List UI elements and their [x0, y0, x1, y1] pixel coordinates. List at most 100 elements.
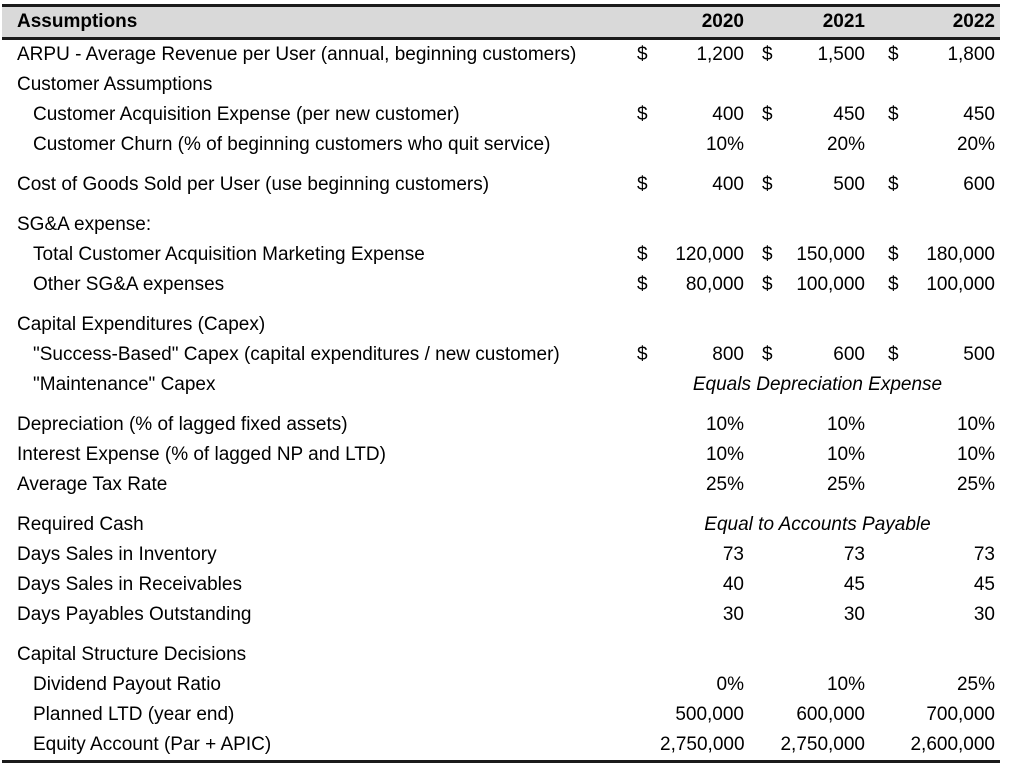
cell-value: 500	[963, 344, 995, 365]
currency-symbol	[635, 730, 660, 760]
row-label: "Success-Based" Capex (capital expenditu…	[33, 344, 560, 365]
row-label: Days Sales in Receivables	[17, 574, 242, 595]
table-row: Total Customer Acquisition Marketing Exp…	[2, 240, 1000, 270]
cell-value: 73	[973, 544, 995, 565]
currency-symbol	[635, 410, 660, 440]
cell-value: 100,000	[796, 274, 865, 295]
header-assumptions-label: Assumptions	[17, 11, 138, 32]
cell-value: 73	[843, 544, 865, 565]
currency-symbol: $	[762, 104, 773, 125]
row-label: Cost of Goods Sold per User (use beginni…	[17, 174, 490, 195]
cell-value: 500	[833, 174, 865, 195]
table-body: ARPU - Average Revenue per User (annual,…	[2, 40, 1000, 760]
row-label: Average Tax Rate	[17, 474, 168, 495]
cell-value: 2,750,000	[780, 734, 865, 755]
cell-value: 700,000	[926, 704, 995, 725]
currency-symbol	[635, 700, 660, 730]
currency-symbol: $	[637, 344, 648, 365]
cell-value: 20%	[956, 134, 995, 155]
currency-symbol	[870, 540, 902, 570]
row-note: Equal to Accounts Payable	[704, 514, 931, 535]
row-label: Equity Account (Par + APIC)	[33, 734, 272, 755]
table-row: Customer Assumptions	[2, 70, 1000, 100]
cell-value: 2,750,000	[660, 734, 745, 755]
row-label: Interest Expense (% of lagged NP and LTD…	[17, 444, 386, 465]
cell-value: 25%	[705, 474, 744, 495]
currency-symbol	[749, 470, 780, 500]
table-row: Capital Structure Decisions	[2, 640, 1000, 670]
currency-symbol: $	[637, 174, 648, 195]
cell-value: 10%	[705, 414, 744, 435]
row-label: Customer Acquisition Expense (per new cu…	[33, 104, 460, 125]
row-spacer	[2, 400, 1000, 410]
cell-value: 0%	[716, 674, 744, 695]
table-row: "Success-Based" Capex (capital expenditu…	[2, 340, 1000, 370]
cell-value: 1,800	[947, 44, 995, 65]
table-row: Other SG&A expenses $80,000 $100,000 $100,0…	[2, 270, 1000, 300]
currency-symbol: $	[762, 274, 773, 295]
table-row: Days Sales in Inventory 73 73 73	[2, 540, 1000, 570]
currency-symbol	[749, 600, 780, 630]
table-row: SG&A expense:	[2, 210, 1000, 240]
currency-symbol	[635, 130, 660, 160]
row-label: Customer Churn (% of beginning customers…	[33, 134, 551, 155]
cell-value: 10%	[826, 674, 865, 695]
row-label: Days Sales in Inventory	[17, 544, 217, 565]
row-note: Equals Depreciation Expense	[692, 374, 943, 395]
currency-symbol	[635, 570, 660, 600]
assumptions-table: Assumptions 2020 2021 2022 ARPU - Averag…	[2, 4, 1000, 763]
row-label: "Maintenance" Capex	[33, 374, 216, 395]
currency-symbol: $	[762, 44, 773, 65]
currency-symbol: $	[888, 344, 899, 365]
currency-symbol: $	[762, 244, 773, 265]
row-label: Dividend Payout Ratio	[33, 674, 221, 695]
table-row: Planned LTD (year end) 500,000 600,000 700,…	[2, 700, 1000, 730]
cell-value: 1,500	[817, 44, 865, 65]
currency-symbol: $	[762, 174, 773, 195]
currency-symbol: $	[637, 244, 648, 265]
cell-value: 1,200	[696, 44, 744, 65]
row-label: Planned LTD (year end)	[33, 704, 235, 725]
row-label: Depreciation (% of lagged fixed assets)	[17, 414, 348, 435]
cell-value: 10%	[705, 444, 744, 465]
table-row: Depreciation (% of lagged fixed assets) 1…	[2, 410, 1000, 440]
currency-symbol	[870, 700, 902, 730]
cell-value: 2,600,000	[910, 734, 995, 755]
row-label: SG&A expense:	[17, 214, 152, 235]
currency-symbol: $	[637, 274, 648, 295]
cell-value: 600	[833, 344, 865, 365]
table-row: Dividend Payout Ratio 0% 10% 25%	[2, 670, 1000, 700]
row-spacer	[2, 200, 1000, 210]
table-row: Equity Account (Par + APIC) 2,750,000 2,75…	[2, 730, 1000, 760]
currency-symbol	[870, 600, 902, 630]
cell-value: 600,000	[796, 704, 865, 725]
cell-value: 10%	[826, 444, 865, 465]
row-spacer	[2, 500, 1000, 510]
cell-value: 10%	[705, 134, 744, 155]
row-label: Capital Structure Decisions	[17, 644, 247, 665]
currency-symbol	[870, 470, 902, 500]
currency-symbol	[635, 600, 660, 630]
row-label: Capital Expenditures (Capex)	[17, 314, 266, 335]
currency-symbol	[749, 540, 780, 570]
cell-value: 600	[963, 174, 995, 195]
currency-symbol	[749, 410, 780, 440]
cell-value: 400	[712, 174, 744, 195]
currency-symbol	[635, 670, 660, 700]
currency-symbol: $	[888, 44, 899, 65]
currency-symbol: $	[888, 244, 899, 265]
currency-symbol: $	[637, 104, 648, 125]
cell-value: 25%	[956, 674, 995, 695]
header-year-2022: 2022	[952, 11, 995, 32]
row-label: Total Customer Acquisition Marketing Exp…	[33, 244, 425, 265]
cell-value: 120,000	[675, 244, 744, 265]
currency-symbol: $	[637, 44, 648, 65]
table-row: Required Cash Equal to Accounts Payable	[2, 510, 1000, 540]
currency-symbol	[635, 440, 660, 470]
cell-value: 450	[833, 104, 865, 125]
cell-value: 20%	[826, 134, 865, 155]
currency-symbol	[749, 130, 780, 160]
cell-value: 400	[712, 104, 744, 125]
cell-value: 450	[963, 104, 995, 125]
